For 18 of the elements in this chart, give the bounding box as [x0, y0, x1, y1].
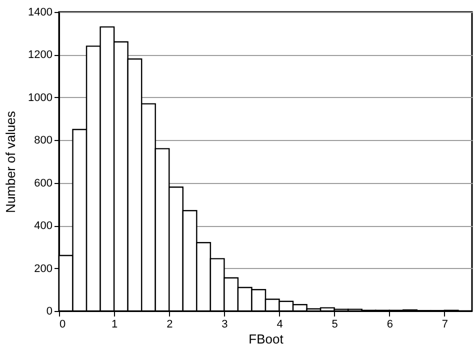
x-tick-label: 7	[442, 318, 448, 330]
x-tick-label: 0	[60, 318, 66, 330]
x-axis-title: FBoot	[248, 332, 284, 346]
x-tick-label: 4	[276, 318, 283, 330]
x-tick-label: 1	[112, 318, 118, 330]
y-tick-label: 600	[34, 177, 52, 190]
x-tick-label: 6	[386, 318, 393, 330]
x-tick-label: 2	[166, 318, 173, 330]
y-tick-label: 1400	[28, 6, 52, 18]
y-tick-label: 1000	[28, 92, 52, 104]
y-axis-title: Number of values	[3, 110, 18, 213]
x-tick-label: 5	[332, 318, 338, 330]
y-tick-label: 200	[34, 262, 52, 275]
y-tick-label: 400	[34, 220, 52, 232]
x-tick-label: 3	[222, 318, 228, 330]
y-tick-label: 0	[46, 306, 52, 318]
y-tick-label: 1200	[28, 49, 52, 62]
y-tick-label: 800	[34, 134, 52, 147]
